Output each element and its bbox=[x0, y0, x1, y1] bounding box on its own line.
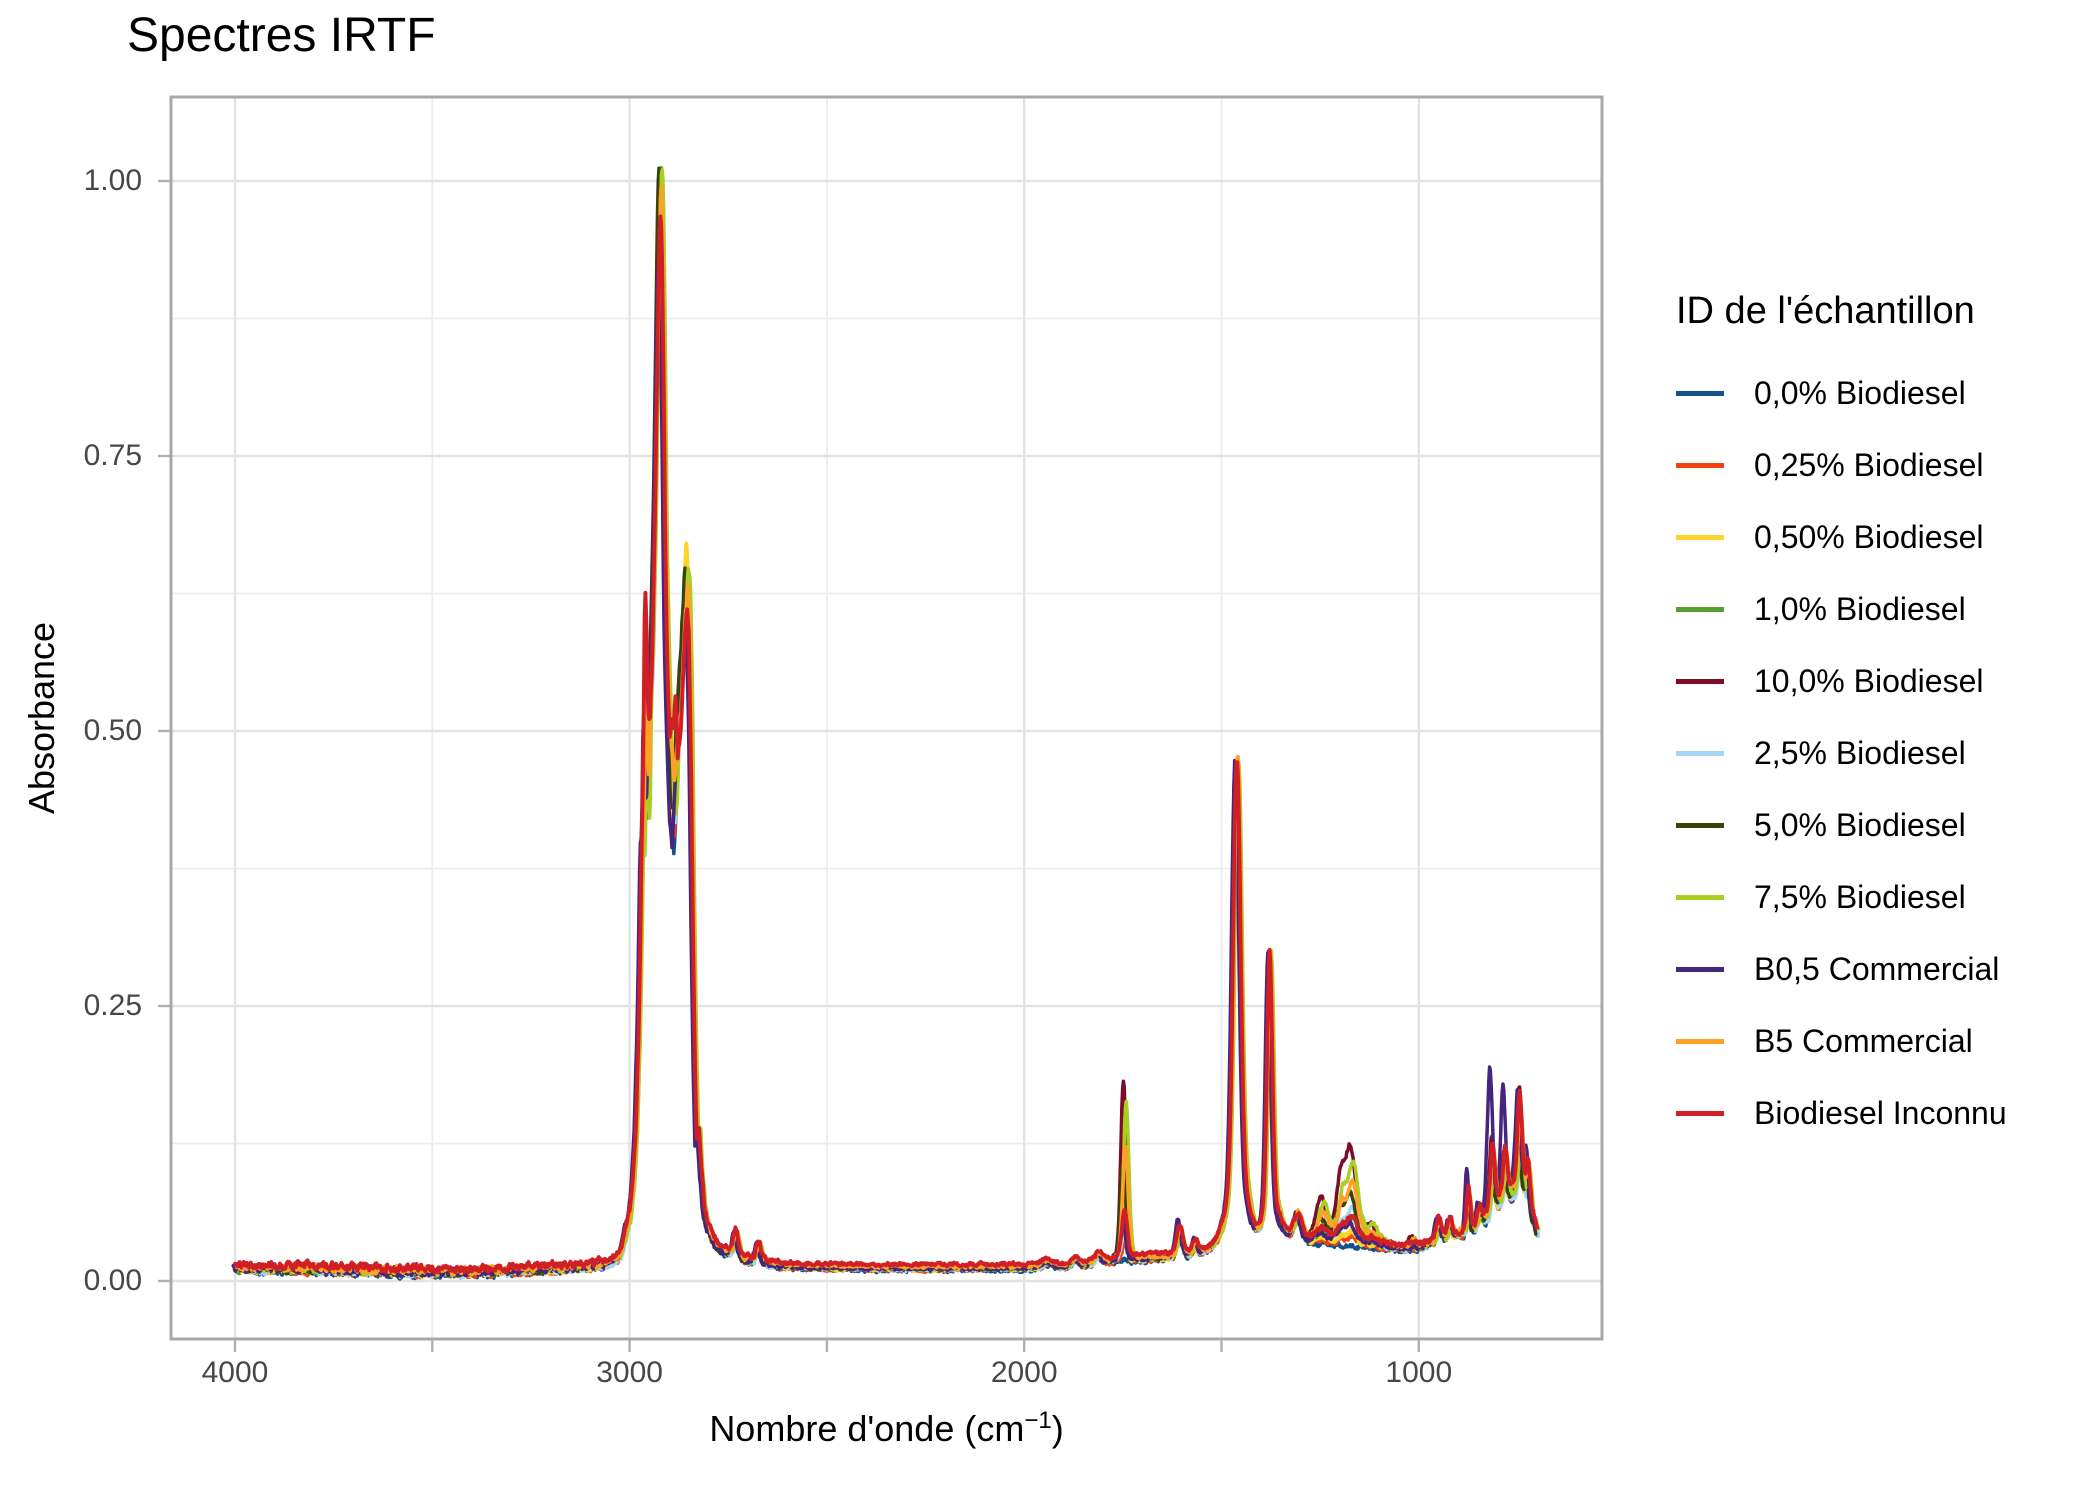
legend-swatch bbox=[1676, 678, 1724, 684]
y-tick-label: 0.50 bbox=[83, 714, 142, 747]
chart-title: Spectres IRTF bbox=[127, 9, 436, 62]
legend-item: 5,0% Biodiesel bbox=[1676, 789, 2100, 861]
legend-item-label: B5 Commercial bbox=[1754, 1022, 1973, 1059]
legend-item-label: 2,5% Biodiesel bbox=[1754, 734, 1966, 771]
legend-title: ID de l'échantillon bbox=[1676, 290, 1975, 332]
legend-item: B0,5 Commercial bbox=[1676, 933, 2100, 1005]
legend-swatch bbox=[1676, 966, 1724, 972]
x-axis-title-prefix: Nombre d'onde (cm bbox=[709, 1408, 1025, 1449]
panel-border bbox=[169, 95, 1604, 1341]
legend-item-label: 7,5% Biodiesel bbox=[1754, 878, 1966, 915]
legend-item: 0,25% Biodiesel bbox=[1676, 429, 2100, 501]
legend-item: 0,0% Biodiesel bbox=[1676, 357, 2100, 429]
x-tick-label: 3000 bbox=[596, 1356, 663, 1389]
legend-item-label: 5,0% Biodiesel bbox=[1754, 806, 1966, 843]
legend-item: 1,0% Biodiesel bbox=[1676, 573, 2100, 645]
legend-swatch bbox=[1676, 462, 1724, 468]
legend-swatch bbox=[1676, 534, 1724, 540]
legend-item: 0,50% Biodiesel bbox=[1676, 501, 2100, 573]
x-tick-label: 2000 bbox=[990, 1356, 1058, 1389]
legend-item-label: 10,0% Biodiesel bbox=[1754, 662, 1984, 699]
spectrum-line-biodiesel-inconnu bbox=[233, 214, 1540, 1275]
legend-item: B5 Commercial bbox=[1676, 1005, 2100, 1077]
x-axis-title-suffix: ) bbox=[1051, 1408, 1064, 1449]
legend-swatch bbox=[1676, 1110, 1724, 1116]
y-tick-label: 1.00 bbox=[83, 164, 142, 197]
y-tick-label: 0.25 bbox=[83, 989, 142, 1022]
spectrum-line-0-0-biodiesel bbox=[233, 187, 1539, 1281]
legend-item: Biodiesel Inconnu bbox=[1676, 1077, 2100, 1149]
x-axis-title: Nombre d'onde (cm−1) bbox=[171, 1408, 1602, 1450]
legend-item: 10,0% Biodiesel bbox=[1676, 645, 2100, 717]
legend-items: 0,0% Biodiesel 0,25% Biodiesel 0,50% Biodi… bbox=[1676, 357, 2100, 1149]
spectrum-line-b0-5-commercial bbox=[231, 262, 1538, 1279]
spectrum-line-0-25-biodiesel bbox=[233, 186, 1540, 1280]
legend-item-label: 0,25% Biodiesel bbox=[1754, 446, 1984, 483]
x-tick-label: 4000 bbox=[201, 1356, 269, 1389]
x-tick-label: 1000 bbox=[1385, 1356, 1453, 1389]
legend-item-label: 0,0% Biodiesel bbox=[1754, 374, 1966, 411]
legend-item-label: Biodiesel Inconnu bbox=[1754, 1094, 2007, 1131]
legend-item-label: B0,5 Commercial bbox=[1754, 950, 2000, 987]
legend-item: 7,5% Biodiesel bbox=[1676, 861, 2100, 933]
spectrum-line-0-50-biodiesel bbox=[232, 176, 1539, 1280]
x-axis-title-superscript: −1 bbox=[1024, 1407, 1052, 1434]
y-tick-label: 0.00 bbox=[83, 1264, 142, 1297]
legend-item-label: 1,0% Biodiesel bbox=[1754, 590, 1966, 627]
legend-item-label: 0,50% Biodiesel bbox=[1754, 518, 1984, 555]
legend: ID de l'échantillon 0,0% Biodiesel 0,25% … bbox=[1676, 290, 2100, 1149]
legend-swatch bbox=[1676, 1038, 1724, 1044]
y-tick-label: 0.75 bbox=[83, 439, 142, 472]
legend-swatch bbox=[1676, 822, 1724, 828]
legend-swatch bbox=[1676, 894, 1724, 900]
legend-swatch bbox=[1676, 606, 1724, 612]
legend-swatch bbox=[1676, 390, 1724, 396]
series-layer bbox=[231, 166, 1541, 1281]
spectrum-line-5-0-biodiesel bbox=[231, 166, 1538, 1278]
spectrum-line-1-0-biodiesel bbox=[234, 166, 1540, 1279]
legend-item: 2,5% Biodiesel bbox=[1676, 717, 2100, 789]
legend-swatch bbox=[1676, 750, 1724, 756]
